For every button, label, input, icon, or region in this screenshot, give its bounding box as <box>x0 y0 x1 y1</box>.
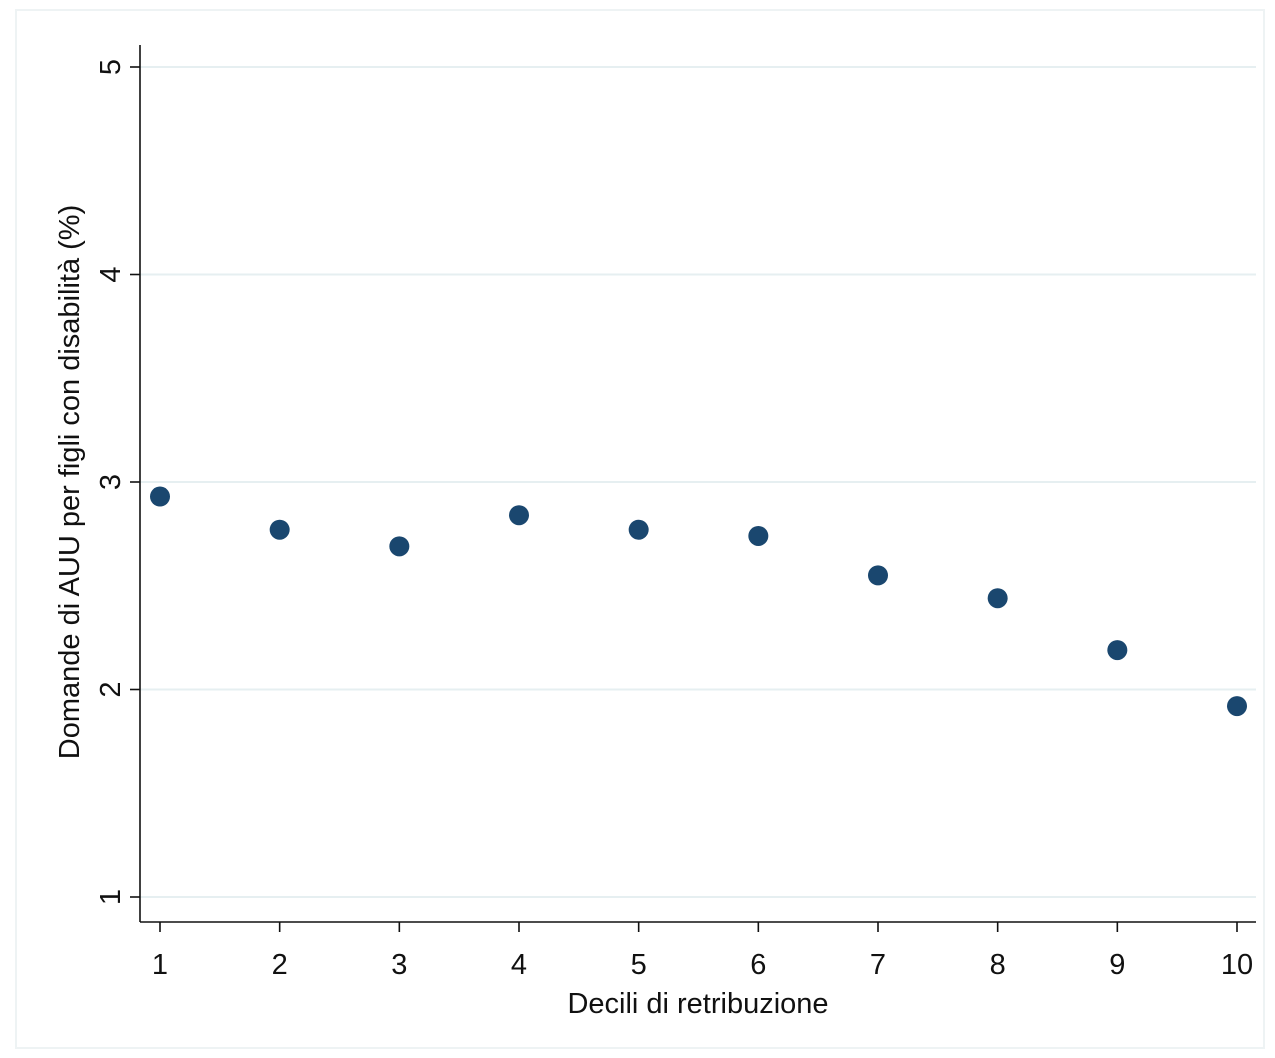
x-axis-ticks: 1 2 3 4 5 6 7 8 9 10 <box>152 922 1253 981</box>
data-point <box>150 486 170 507</box>
y-gridlines <box>140 66 1256 898</box>
data-point <box>1227 696 1247 717</box>
data-point <box>748 525 769 546</box>
data-point <box>987 588 1008 609</box>
x-tick-label: 3 <box>391 949 407 981</box>
y-axis-title: Domande di AUU per figli con disabilità … <box>54 205 86 759</box>
data-point <box>868 565 888 586</box>
data-point <box>269 519 290 540</box>
x-tick-label: 2 <box>272 949 288 981</box>
y-tick-label: 2 <box>95 681 127 697</box>
x-tick-label: 10 <box>1221 949 1253 981</box>
y-axis-ticks: 1 2 3 4 5 <box>95 59 140 905</box>
x-tick-label: 5 <box>631 949 647 981</box>
x-tick-label: 7 <box>870 949 886 981</box>
x-tick-label: 6 <box>750 949 766 981</box>
data-point <box>1107 640 1128 661</box>
data-point <box>628 519 649 540</box>
x-tick-label: 1 <box>152 949 168 981</box>
data-point <box>389 536 410 557</box>
y-tick-label: 4 <box>95 266 127 282</box>
data-point <box>509 505 529 526</box>
data-points <box>150 486 1247 717</box>
y-tick-label: 5 <box>95 59 127 75</box>
x-tick-label: 9 <box>1109 949 1125 981</box>
x-tick-label: 4 <box>511 949 527 981</box>
y-tick-label: 3 <box>95 474 127 490</box>
x-axis-title: Decili di retribuzione <box>567 988 828 1020</box>
y-tick-label: 1 <box>95 889 127 905</box>
x-tick-label: 8 <box>990 949 1006 981</box>
